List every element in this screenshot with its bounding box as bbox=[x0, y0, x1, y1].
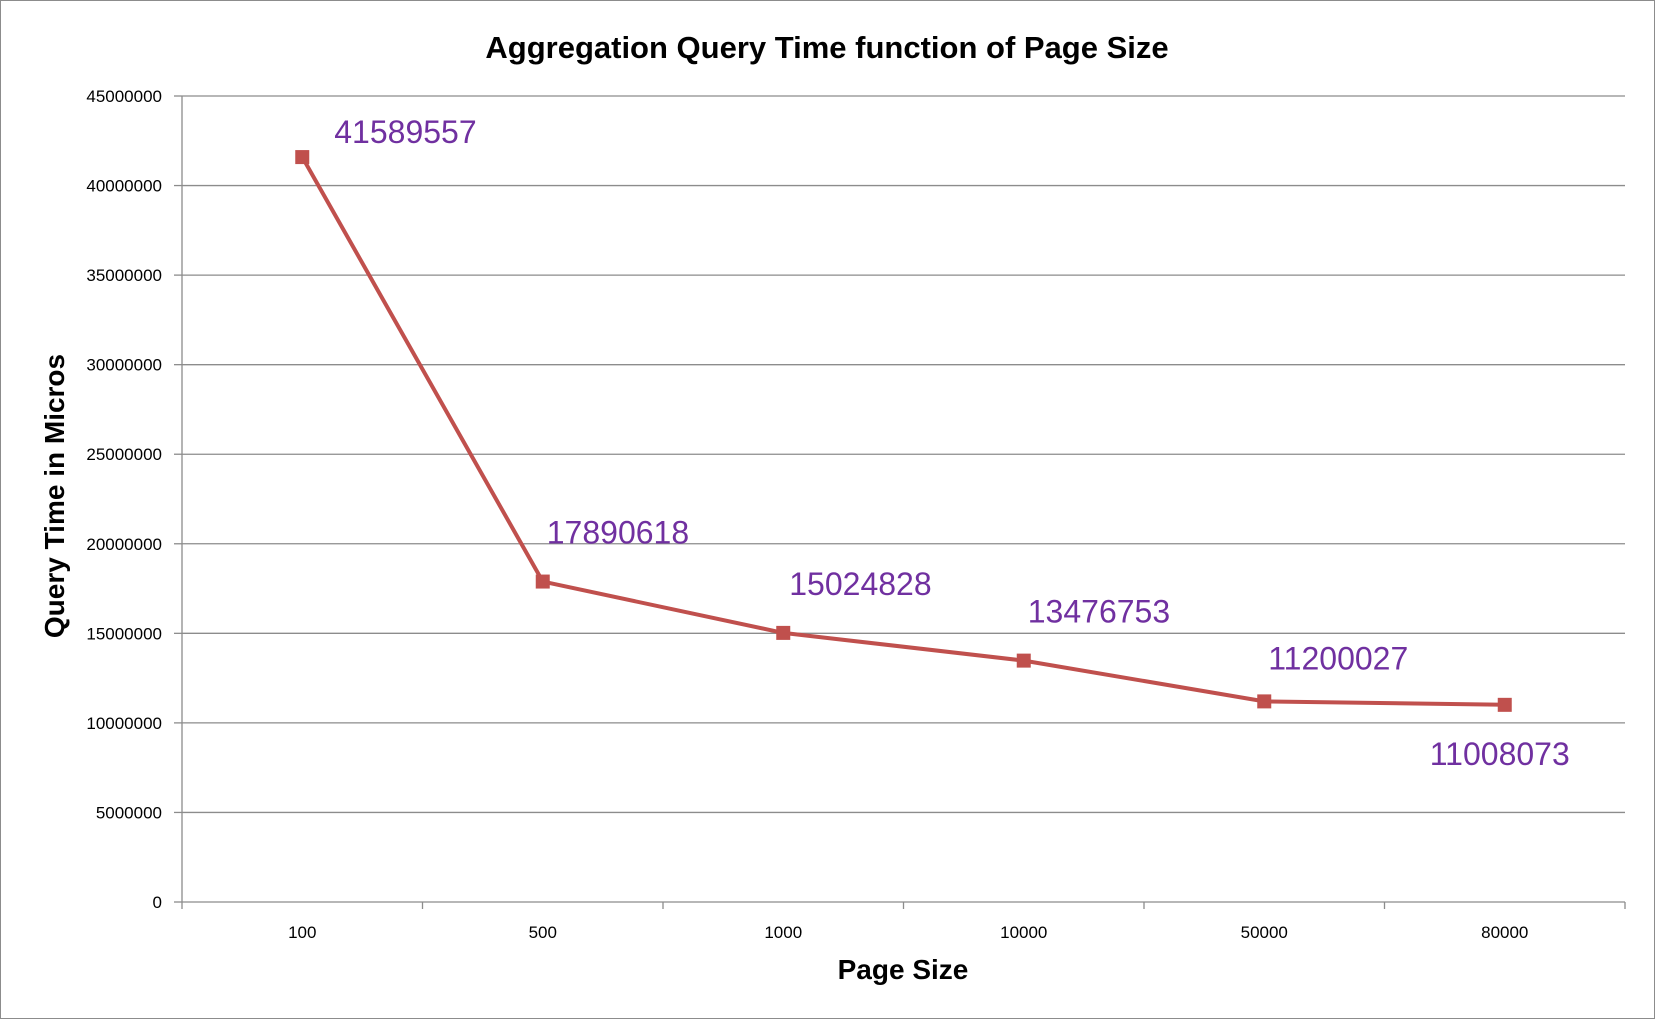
x-axis-title: Page Size bbox=[838, 954, 969, 985]
data-label: 15024828 bbox=[789, 566, 931, 602]
data-point-marker bbox=[1497, 697, 1512, 712]
x-tick-label: 500 bbox=[529, 923, 557, 942]
y-tick-label: 10000000 bbox=[86, 714, 162, 733]
y-tick-label: 15000000 bbox=[86, 624, 162, 643]
y-tick-label: 5000000 bbox=[96, 803, 162, 822]
data-labels: 41589557 17890618 15024828 13476753 11200027… bbox=[334, 114, 1570, 772]
x-tick-label: 100 bbox=[288, 923, 316, 942]
y-tick-label: 45000000 bbox=[86, 87, 162, 106]
y-axis-title: Query Time in Micros bbox=[39, 354, 70, 638]
y-tick-label: 20000000 bbox=[86, 535, 162, 554]
y-tick-label: 35000000 bbox=[86, 266, 162, 285]
y-tick-label: 30000000 bbox=[86, 356, 162, 375]
data-label: 11200027 bbox=[1268, 640, 1408, 676]
data-point-marker bbox=[295, 150, 310, 165]
data-point-marker bbox=[1016, 653, 1031, 668]
chart-title: Aggregation Query Time function of Page … bbox=[485, 30, 1168, 65]
y-tick-label: 25000000 bbox=[86, 445, 162, 464]
x-tick-label: 1000 bbox=[764, 923, 802, 942]
y-tick-label: 40000000 bbox=[86, 177, 162, 196]
data-label: 17890618 bbox=[547, 515, 689, 551]
axes: 0 5000000 10000000 15000000 20000000 25000000… bbox=[86, 87, 1626, 942]
grid-lines bbox=[182, 95, 1625, 814]
data-point-marker bbox=[535, 574, 550, 589]
x-tick-label: 10000 bbox=[1000, 923, 1047, 942]
data-label: 13476753 bbox=[1028, 594, 1170, 630]
series bbox=[295, 150, 1512, 712]
series-line bbox=[300, 156, 1505, 707]
x-tick-label: 80000 bbox=[1481, 923, 1528, 942]
x-tick-label: 50000 bbox=[1241, 923, 1288, 942]
y-tick-label: 0 bbox=[153, 893, 162, 912]
data-label: 11008073 bbox=[1430, 736, 1570, 772]
data-label: 41589557 bbox=[334, 114, 476, 150]
data-point-marker bbox=[1257, 694, 1272, 709]
data-point-marker bbox=[776, 625, 791, 640]
